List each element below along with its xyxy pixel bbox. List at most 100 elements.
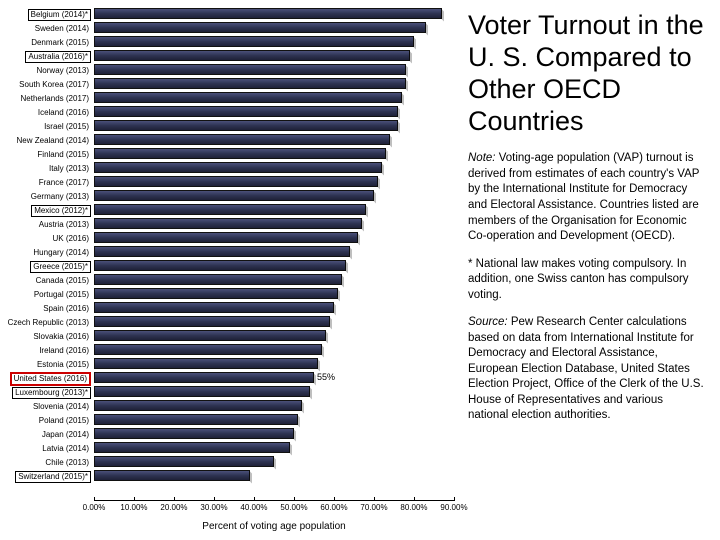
axis-tick [454, 497, 455, 501]
bar-fill [94, 134, 390, 145]
chart-panel: Belgium (2014)*Sweden (2014)Denmark (201… [0, 0, 460, 540]
bar-track [94, 288, 454, 299]
note-label: Note: [468, 152, 496, 164]
bar-fill [94, 246, 350, 257]
bar-fill [94, 400, 302, 411]
axis-tick [94, 497, 95, 501]
axis-tick [254, 497, 255, 501]
bar-track [94, 106, 454, 117]
axis-tick-label: 10.00% [120, 503, 147, 512]
bar-fill [94, 190, 374, 201]
bar-track [94, 8, 454, 19]
bar-fill [94, 232, 358, 243]
note-text: Note: Voting-age population (VAP) turnou… [468, 151, 706, 244]
bar-track [94, 414, 454, 425]
bar-fill [94, 330, 326, 341]
bar-row: Switzerland (2015)* [0, 468, 454, 482]
bar-label: Switzerland (2015)* [15, 471, 91, 483]
bar-track [94, 400, 454, 411]
bar-track [94, 470, 454, 481]
bar-fill [94, 106, 398, 117]
bar-fill [94, 316, 330, 327]
bar-fill [94, 64, 406, 75]
bar-fill [94, 274, 342, 285]
axis-tick [214, 497, 215, 501]
bar-track [94, 50, 454, 61]
bar-fill [94, 50, 410, 61]
axis-tick [134, 497, 135, 501]
bar-track [94, 218, 454, 229]
bar-fill [94, 260, 346, 271]
bar-fill [94, 78, 406, 89]
footnote-text: * National law makes voting compulsory. … [468, 257, 706, 304]
bar-fill [94, 302, 334, 313]
bar-track [94, 260, 454, 271]
bar-fill [94, 204, 366, 215]
axis-tick [414, 497, 415, 501]
axis-tick-label: 20.00% [160, 503, 187, 512]
bar-fill [94, 386, 310, 397]
bar-fill [94, 344, 322, 355]
bar-track [94, 274, 454, 285]
axis-tick [174, 497, 175, 501]
axis-tick [334, 497, 335, 501]
source-body: Pew Research Center calculations based o… [468, 316, 704, 421]
bar-track [94, 36, 454, 47]
bar-track [94, 92, 454, 103]
bar-fill [94, 148, 386, 159]
bar-fill [94, 442, 290, 453]
bar-track [94, 64, 454, 75]
axis-tick-label: 30.00% [200, 503, 227, 512]
axis-tick [294, 497, 295, 501]
bar-fill [94, 22, 426, 33]
bar-fill [94, 120, 398, 131]
bar-track [94, 120, 454, 131]
bars-area: Belgium (2014)*Sweden (2014)Denmark (201… [0, 6, 454, 498]
bar-fill [94, 176, 378, 187]
bar-track [94, 232, 454, 243]
bar-track [94, 176, 454, 187]
bar-fill [94, 288, 338, 299]
bar-value-label: 55% [317, 372, 335, 382]
bar-track [94, 428, 454, 439]
bar-fill: 55% [94, 372, 314, 383]
x-axis: 0.00%10.00%20.00%30.00%40.00%50.00%60.00… [94, 500, 454, 514]
bar-fill [94, 358, 318, 369]
source-text: Source: Pew Research Center calculations… [468, 315, 706, 424]
bar-label-wrap: Switzerland (2015)* [0, 466, 94, 484]
bar-fill [94, 92, 402, 103]
bar-track [94, 456, 454, 467]
bar-fill [94, 470, 250, 481]
x-axis-title: Percent of voting age population [94, 521, 454, 532]
bar-track [94, 246, 454, 257]
bar-fill [94, 36, 414, 47]
bar-track [94, 358, 454, 369]
bar-fill [94, 162, 382, 173]
axis-tick-label: 40.00% [240, 503, 267, 512]
bar-track [94, 190, 454, 201]
page-title: Voter Turnout in the U. S. Compared to O… [468, 10, 706, 137]
bar-track [94, 386, 454, 397]
axis-tick-label: 80.00% [400, 503, 427, 512]
bar-track [94, 330, 454, 341]
axis-tick-label: 70.00% [360, 503, 387, 512]
bar-track [94, 316, 454, 327]
bar-track [94, 344, 454, 355]
bar-track [94, 78, 454, 89]
bar-track [94, 148, 454, 159]
bar-fill [94, 456, 274, 467]
bar-track [94, 442, 454, 453]
side-panel: Voter Turnout in the U. S. Compared to O… [460, 0, 720, 540]
axis-tick-label: 60.00% [320, 503, 347, 512]
source-label: Source: [468, 316, 508, 328]
bar-fill [94, 218, 362, 229]
axis-tick-label: 50.00% [280, 503, 307, 512]
axis-tick-label: 90.00% [440, 503, 467, 512]
axis-tick [374, 497, 375, 501]
axis-tick-label: 0.00% [83, 503, 106, 512]
bar-fill [94, 428, 294, 439]
note-body: Voting-age population (VAP) turnout is d… [468, 152, 699, 242]
bar-track [94, 22, 454, 33]
bar-track: 55% [94, 372, 454, 383]
bar-fill [94, 8, 442, 19]
